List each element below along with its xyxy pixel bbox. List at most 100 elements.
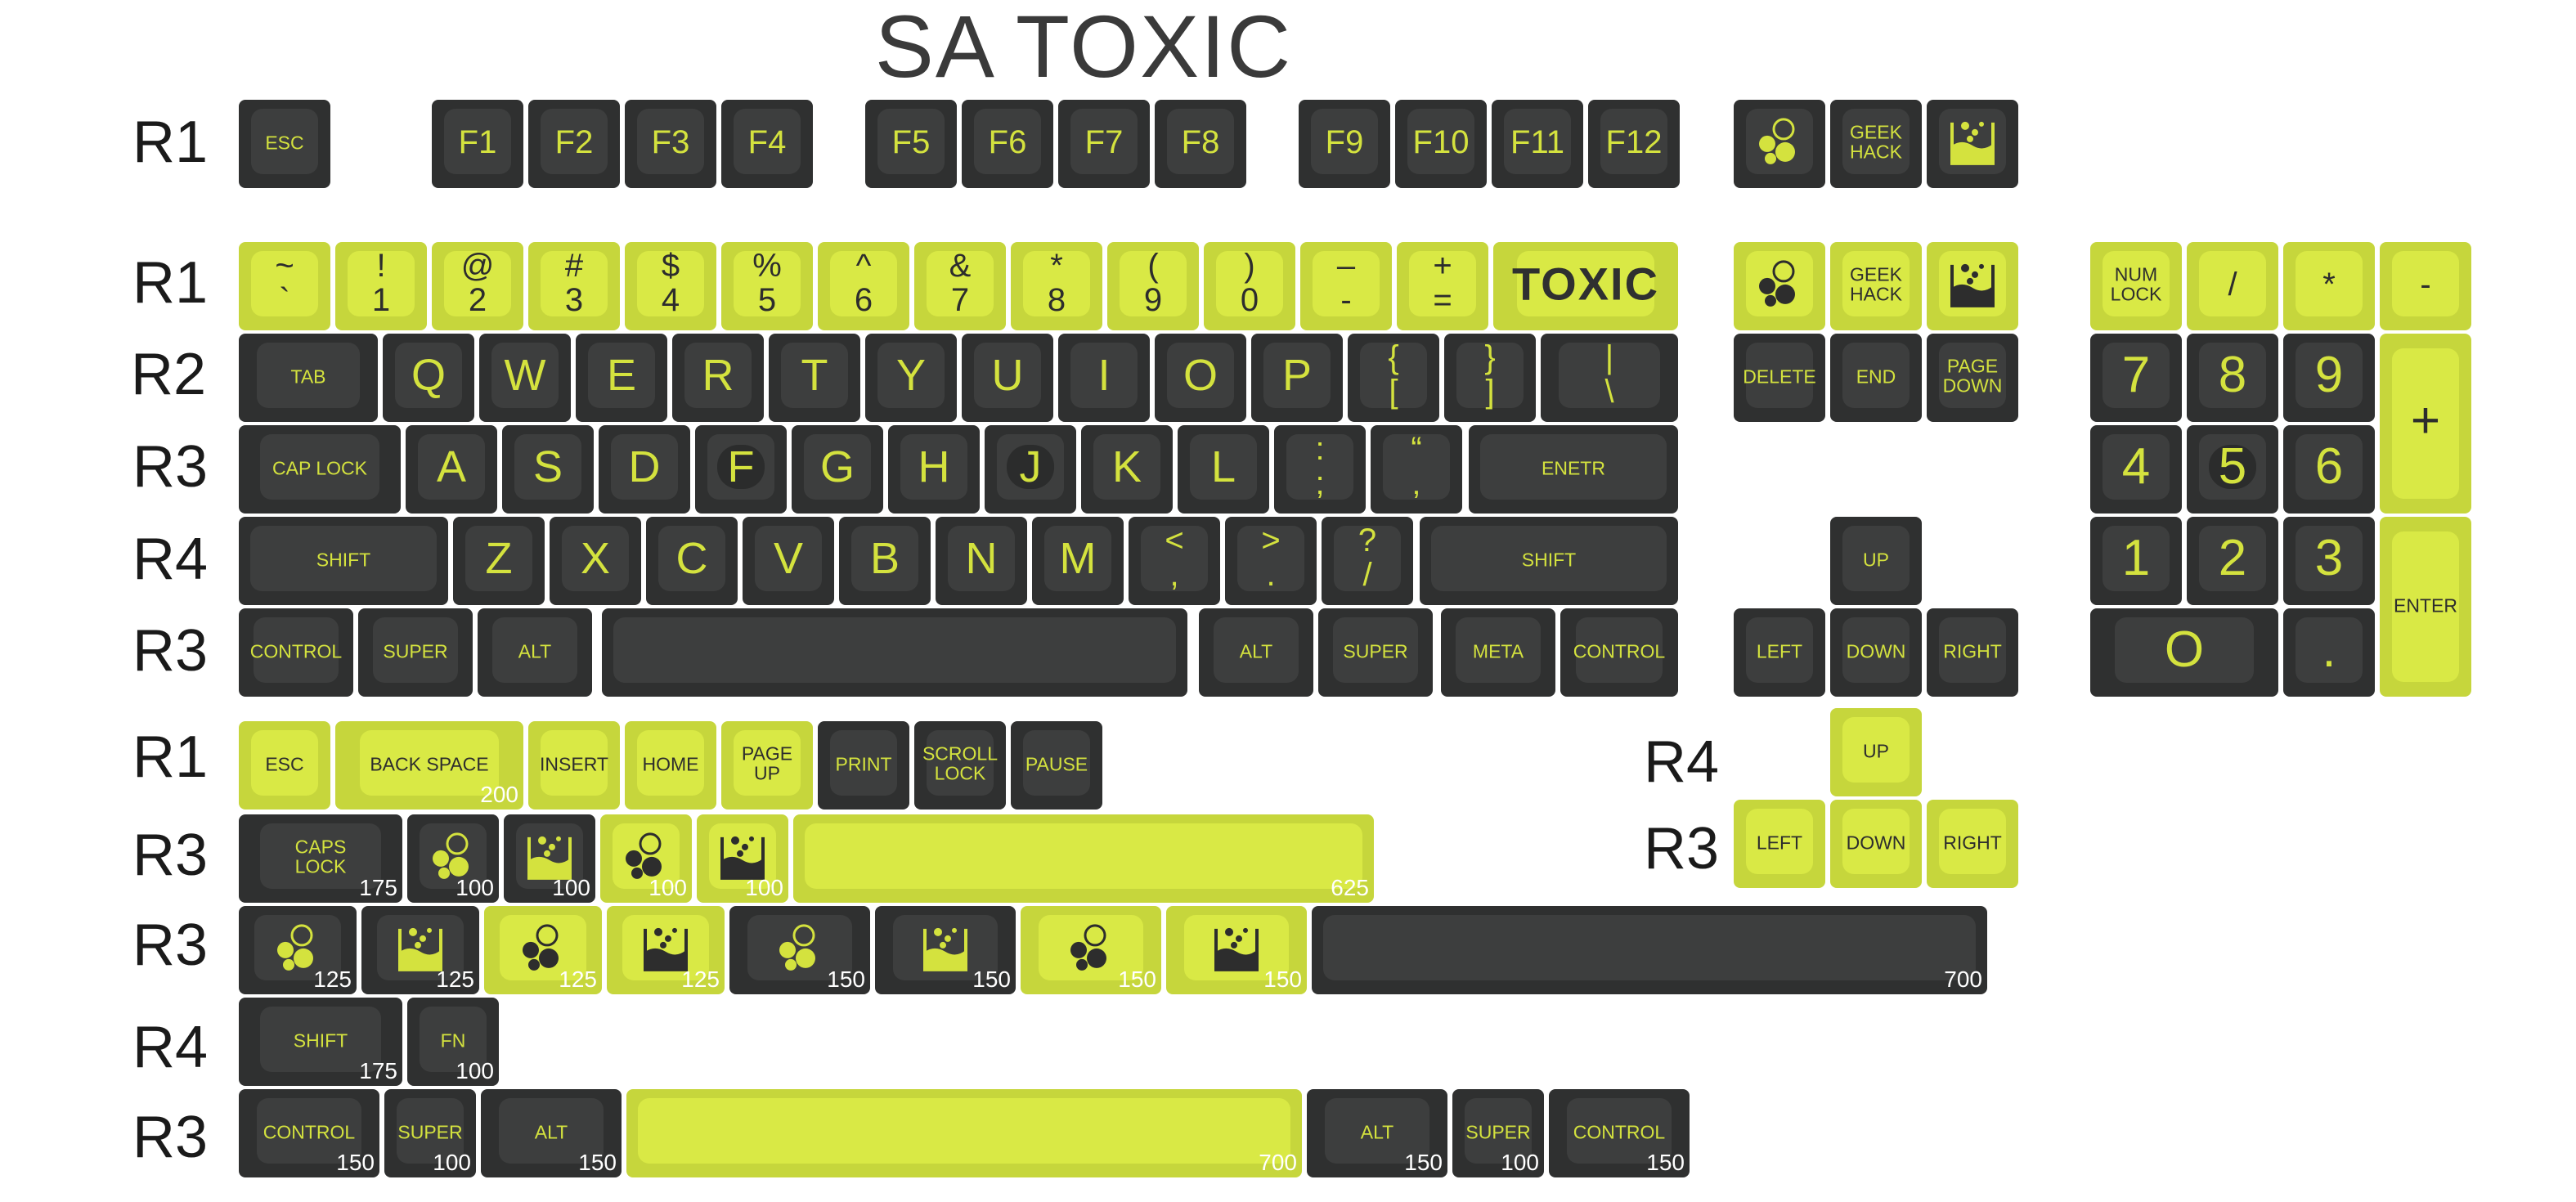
keycap-legend: 5: [2218, 438, 2247, 496]
keycap-top: [805, 823, 1362, 889]
keycap-top: [250, 108, 319, 174]
keycap-top: [1745, 808, 1814, 874]
keycap-legend: E: [606, 350, 637, 400]
key-right: RIGHT: [1927, 608, 2018, 697]
extra-key-r3a-1: 100: [407, 814, 499, 903]
keycap-top: [257, 1097, 361, 1164]
keycap-top: [1022, 729, 1091, 796]
homing-dish: [1006, 444, 1055, 489]
keycap-legend: T: [801, 350, 828, 400]
keycap-legend: F6: [988, 123, 1027, 160]
extra-key-r3b-2: 125: [484, 906, 602, 994]
keycap-legend: – -: [1336, 247, 1356, 318]
key-spacebar: [602, 608, 1187, 697]
keycap-legend: ( 9: [1143, 247, 1163, 318]
key-shift-row-5: B: [839, 517, 931, 605]
key-up: UP: [1830, 517, 1922, 605]
keycap-top: [259, 433, 380, 500]
keycap-top: [1408, 250, 1477, 316]
key-home-5: G: [792, 425, 883, 514]
keycap-legend: “ ‚: [1411, 430, 1422, 501]
keycap-top: [347, 250, 415, 316]
keycap-top: [1312, 250, 1380, 316]
key-shift-row-3: C: [646, 517, 738, 605]
keycap-top: [1310, 108, 1379, 174]
keycap-legend: B: [869, 533, 900, 583]
keycap-legend: LEFT: [1756, 832, 1803, 854]
key-nav-1: END: [1830, 334, 1922, 422]
key-numpad-top-0: NUM LOCK: [2090, 242, 2182, 330]
key-enter: ENETR: [1469, 425, 1678, 514]
row-profile-label: R3: [132, 618, 209, 684]
keycap-top: [1575, 617, 1663, 683]
keycap-top: [1070, 342, 1138, 408]
keycap-legend: ALT: [534, 1121, 568, 1143]
key-bottom-0: CONTROL: [239, 608, 353, 697]
extra-key-r3b-7: 150: [1166, 906, 1307, 994]
keycap-top: [733, 729, 801, 796]
key-1: ! 1: [335, 242, 427, 330]
key-qwerty-3: E: [576, 334, 667, 422]
key-numpad-5: 5: [2187, 425, 2278, 514]
row-profile-label: R2: [131, 342, 207, 407]
keycap-top: [2102, 433, 2170, 500]
key-home-11: “ ‚: [1371, 425, 1462, 514]
unit-size-label: 100: [456, 875, 494, 900]
keycap-top: [877, 108, 945, 174]
key-numpad-top-1: /: [2187, 242, 2278, 330]
key-numpad-8: 8: [2187, 334, 2278, 422]
key-9: ( 9: [1107, 242, 1199, 330]
key-home-1: A: [406, 425, 497, 514]
keycap-legend: *: [2322, 266, 2336, 303]
key-shift-row-1: Z: [453, 517, 545, 605]
keycap-top: [1333, 617, 1418, 683]
key-numpad-top-3: -: [2380, 242, 2471, 330]
key-minus: – -: [1300, 242, 1392, 330]
beaker-icon: [639, 922, 693, 973]
keycap-legend: ENETR: [1542, 457, 1605, 479]
keycap-legend: CONTROL: [263, 1121, 356, 1143]
extra-key-r1-7: PAUSE: [1011, 721, 1102, 810]
keycap-legend: + =: [1433, 247, 1452, 318]
key-numpad-0: O: [2090, 608, 2278, 697]
keycap-top: [2295, 250, 2363, 316]
key-shift-row-10: ? /: [1322, 517, 1413, 605]
keycap-legend: INSERT: [540, 753, 608, 775]
key-numpad-enter: ENTER: [2380, 517, 2471, 697]
keycap-legend: ENTER: [2394, 594, 2457, 617]
key-6: ^ 6: [818, 242, 909, 330]
keycap-legend: SHIFT: [293, 1029, 348, 1052]
keycap-top: [250, 250, 319, 316]
keycap-legend: UP: [1863, 549, 1889, 571]
beaker-icon: [1945, 116, 1999, 167]
keycap-legend: -: [2420, 266, 2431, 303]
key-f12: F12: [1588, 100, 1680, 188]
unit-size-label: 175: [359, 1058, 397, 1083]
extra-key-r1-3: HOME: [625, 721, 716, 810]
keycap-legend: .: [2322, 621, 2336, 679]
extra-key-r1-6: SCROLL LOCK: [914, 721, 1006, 810]
extra-key-r1-5: PRINT: [818, 721, 909, 810]
keycap-top: [1166, 108, 1235, 174]
keycap-top: [250, 729, 319, 796]
keycap-top: [733, 250, 801, 316]
keycap-top: [254, 617, 339, 683]
key-0: ) 0: [1204, 242, 1295, 330]
extra-key-fn: FN 100: [407, 998, 499, 1086]
keycap-top: [1359, 342, 1428, 408]
keycap-top: [2391, 348, 2460, 499]
keycap-legend: F5: [891, 123, 931, 160]
keycap-legend: 8: [2218, 347, 2247, 404]
keycap-top: [1323, 914, 1976, 980]
key-nav2-beaker: [1927, 242, 2018, 330]
keycap-legend: P: [1281, 350, 1313, 400]
key-capslock: CAP LOCK: [239, 425, 401, 514]
key-bottom-7: CONTROL: [1560, 608, 1678, 697]
keycap-legend: > .: [1261, 522, 1281, 593]
key-lshift: SHIFT: [239, 517, 448, 605]
key-numpad-2: 2: [2187, 517, 2278, 605]
keycap-top: [2295, 433, 2363, 500]
key-toxic-backspace: TOXIC: [1493, 242, 1678, 330]
keycap-legend: PAGE DOWN: [1942, 355, 2003, 397]
key-qwerty-4: R: [672, 334, 764, 422]
